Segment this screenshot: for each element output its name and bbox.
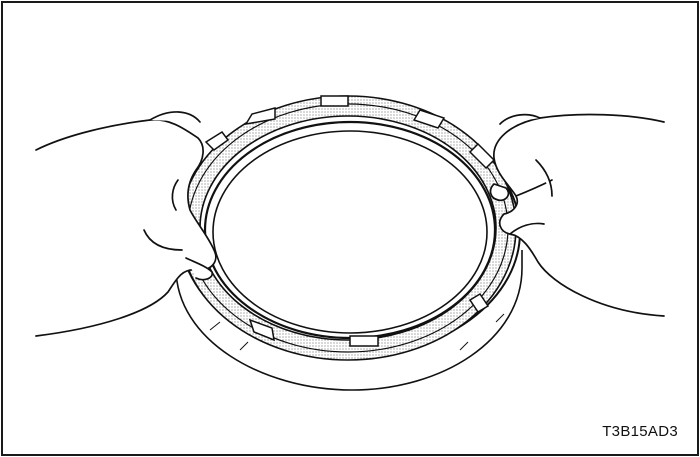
left-hand	[35, 111, 217, 337]
housing-hatching	[209, 313, 505, 351]
figure-code: T3B15AD3	[602, 423, 678, 440]
right-hand	[489, 113, 665, 317]
seal-inner-lip	[203, 120, 497, 340]
